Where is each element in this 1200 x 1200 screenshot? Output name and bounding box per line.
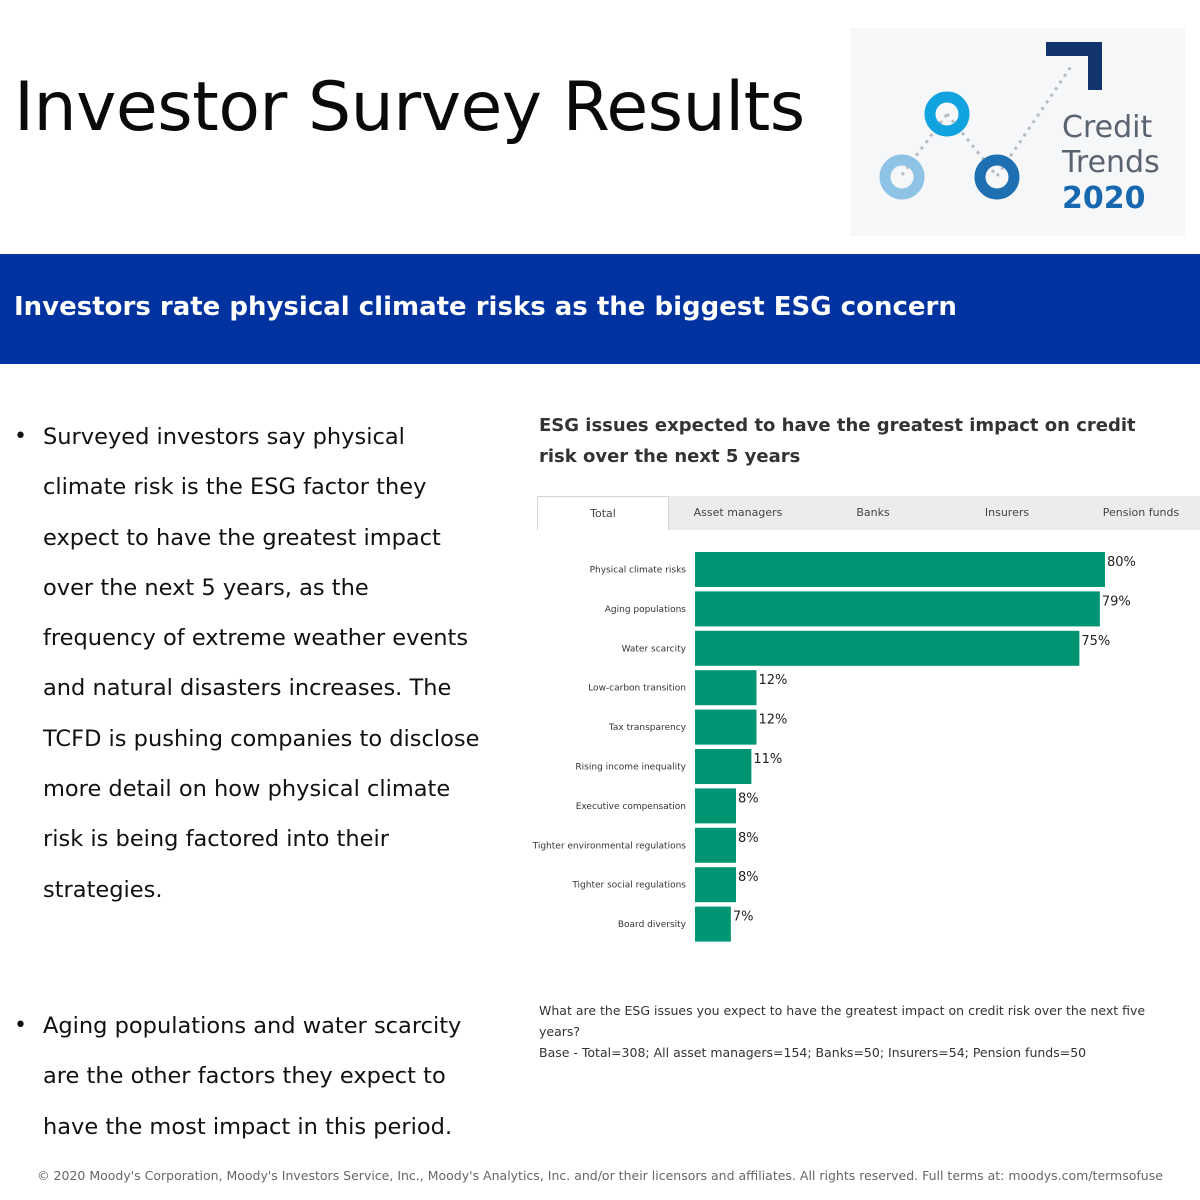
value-label: 8% [738,791,759,806]
bullet-item: • Surveyed investors say physical climat… [14,412,484,915]
category-label: Low-carbon transition [588,684,686,694]
category-label: Tighter social regulations [571,881,686,891]
bullet-dot-icon: • [14,1012,27,1038]
bar [695,630,1080,666]
bar [695,670,757,706]
bar [695,906,731,942]
bar [695,552,1105,587]
value-label: 7% [733,910,754,925]
bullet-text: Aging populations and water scarcity are… [43,1012,462,1140]
value-label: 80% [1107,555,1136,570]
tab-asset-managers[interactable]: Asset managers [693,506,783,519]
page-title: Investor Survey Results [14,68,805,147]
credit-trends-logo: Credit Trends 2020 [850,28,1185,236]
bar [695,827,736,863]
category-label: Tax transparency [608,723,687,733]
tab-insurers[interactable]: Insurers [984,506,1030,519]
bullet-list: • Surveyed investors say physical climat… [14,412,484,1152]
category-label: Executive compensation [576,802,686,812]
logo-trends-text: Trends [1062,145,1160,180]
chart-notes: What are the ESG issues you expect to ha… [539,1000,1179,1063]
value-label: 11% [753,752,782,767]
survey-question: What are the ESG issues you expect to ha… [539,1003,1146,1039]
category-label: Water scarcity [622,644,687,654]
bar [695,709,757,745]
category-label: Physical climate risks [590,566,687,576]
value-label: 12% [759,713,788,728]
headline-text: Investors rate physical climate risks as… [14,292,957,322]
logo-graphic [879,42,1102,200]
category-label: Board diversity [618,920,687,930]
survey-base: Base - Total=308; All asset managers=154… [539,1045,1087,1060]
value-label: 75% [1081,634,1110,649]
value-label: 12% [759,673,788,688]
value-label: 8% [738,870,759,885]
chart-tabs: Total Asset managers Banks Insurers Pens… [537,496,1200,530]
value-label: 8% [738,831,759,846]
bar [695,788,736,824]
bar-chart: Physical climate risks 80% Aging populatio… [532,552,1136,942]
logo-credit-text: Credit [1062,110,1153,145]
tab-total[interactable]: Total [537,496,669,530]
chart-title: ESG issues expected to have the greatest… [539,415,1136,467]
tab-banks[interactable]: Banks [856,506,890,519]
bullet-item: • Aging populations and water scarcity a… [14,1001,484,1152]
bar [695,867,736,903]
category-label: Rising income inequality [575,763,686,773]
category-label: Tighter environmental regulations [532,841,687,851]
logo-year-text: 2020 [1062,181,1146,216]
tab-pension-funds[interactable]: Pension funds [1102,506,1180,519]
bullet-text: Surveyed investors say physical climate … [43,424,480,903]
bar [695,749,752,784]
bar [695,591,1100,627]
value-label: 79% [1102,594,1131,609]
bullet-dot-icon: • [14,424,27,449]
copyright-footer: © 2020 Moody's Corporation, Moody's Inve… [37,1168,1163,1183]
category-label: Aging populations [605,605,687,615]
headline-banner: Investors rate physical climate risks as… [0,254,1200,364]
